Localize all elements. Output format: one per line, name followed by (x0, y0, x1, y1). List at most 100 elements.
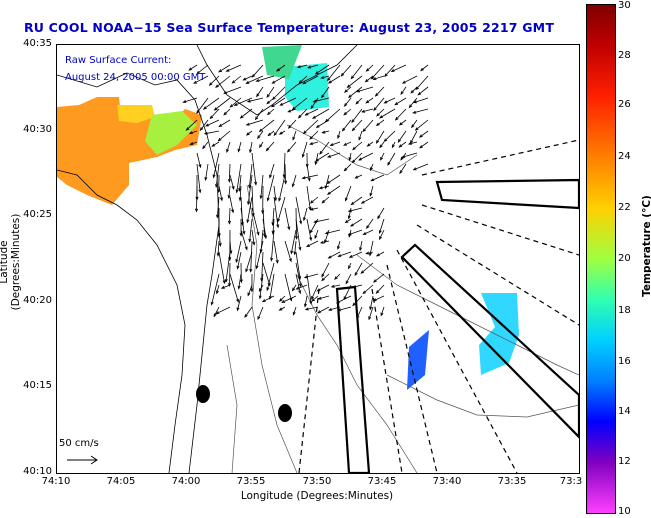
current-vector-head (379, 144, 383, 149)
current-vector-head (343, 103, 348, 107)
current-vector (240, 108, 253, 119)
current-vector-head (372, 77, 377, 81)
current-vector-head (254, 116, 259, 121)
current-vector-head (347, 232, 352, 236)
current-vector (348, 86, 363, 98)
current-vector (292, 174, 297, 187)
current-vector (228, 185, 231, 199)
current-vector-head (350, 75, 355, 80)
current-vector (237, 295, 242, 311)
current-vector-head (391, 144, 395, 149)
current-vector-head (255, 265, 259, 270)
current-vector-head (298, 283, 302, 288)
current-vector (298, 75, 308, 84)
y-axis-label: Latitude (Degrees:Minutes) (0, 213, 22, 311)
current-vector-head (246, 99, 251, 103)
current-vector-head (258, 288, 263, 292)
current-vector (196, 152, 201, 168)
current-vector-head (401, 80, 406, 84)
current-vector (229, 174, 235, 190)
current-vector (306, 163, 310, 181)
current-vector-head (196, 110, 200, 114)
current-vector (410, 130, 418, 144)
current-vector (226, 141, 231, 153)
current-vector (327, 174, 341, 184)
current-vector-head (251, 213, 255, 218)
current-vector (287, 141, 297, 153)
current-vector (244, 306, 253, 318)
current-vector-head (365, 100, 370, 104)
current-vector (397, 130, 407, 143)
current-vector (336, 295, 352, 304)
current-vector-head (245, 132, 250, 136)
current-vector (217, 240, 220, 256)
current-vector-head (239, 115, 244, 119)
current-vector (410, 86, 418, 94)
current-vector (347, 75, 363, 88)
current-vector (316, 119, 330, 128)
current-vector-head (242, 230, 246, 235)
current-vector-head (394, 116, 399, 121)
current-vector-head (213, 313, 217, 318)
current-vector (303, 207, 308, 221)
current-timestamp: August 24, 2005 00:00 GMT (65, 72, 206, 83)
current-vector-head (225, 68, 230, 72)
current-vector-head (372, 298, 377, 302)
current-vector-head (227, 194, 231, 200)
current-vector-head (203, 131, 208, 135)
current-vector (288, 119, 297, 129)
current-vector-head (286, 148, 291, 153)
current-vector-head (328, 307, 333, 311)
current-vector (232, 75, 242, 84)
current-vector-head (193, 80, 198, 84)
colorbar-tick: 18 (618, 305, 631, 316)
current-vector-head (202, 145, 206, 150)
current-vector (366, 218, 374, 229)
y-tick-label: 40:25 (23, 209, 52, 220)
current-vector-head (360, 200, 365, 204)
current-vector-head (344, 89, 348, 93)
y-tick-label: 40:20 (23, 295, 52, 306)
current-vector-head (337, 245, 341, 250)
current-vector-head (244, 314, 248, 318)
current-vector (344, 97, 352, 107)
current-vector (279, 295, 286, 302)
colorbar-tick: 28 (618, 50, 631, 61)
current-vector-head (407, 141, 412, 145)
current-vector-head (307, 65, 312, 69)
current-vector-head (287, 226, 291, 231)
current-vector-head (345, 280, 349, 285)
current-vector (352, 119, 363, 131)
current-vector (252, 64, 264, 78)
current-vector-head (417, 92, 422, 96)
current-vector (373, 273, 385, 283)
current-vector-head (302, 217, 306, 222)
current-vector (317, 306, 330, 314)
current-vector (366, 64, 374, 72)
current-vector-head (217, 137, 222, 142)
x-tick-label: 73:45 (367, 476, 397, 487)
depth-contours (226, 124, 579, 473)
current-vector-head (329, 143, 334, 146)
current-vector (246, 119, 264, 126)
current-vector-head (350, 201, 355, 206)
current-vector-head (344, 197, 348, 202)
current-vector-head (412, 167, 417, 171)
current-vector (352, 152, 363, 163)
current-vector-head (398, 122, 403, 126)
current-vector-head (249, 268, 253, 273)
current-vector (262, 295, 275, 303)
y-tick-label: 40:35 (23, 38, 52, 49)
current-vector-head (319, 240, 324, 244)
current-vector (271, 229, 275, 261)
current-vector (279, 306, 286, 311)
current-vector (321, 86, 330, 98)
current-vector (376, 284, 385, 294)
x-tick-label: 74:05 (106, 476, 136, 487)
current-vector-head (366, 143, 371, 147)
current-vector-head (301, 153, 305, 158)
current-vector-head (375, 253, 380, 257)
current-vector (349, 251, 363, 258)
current-vector (325, 174, 330, 189)
current-vector-head (408, 104, 413, 109)
